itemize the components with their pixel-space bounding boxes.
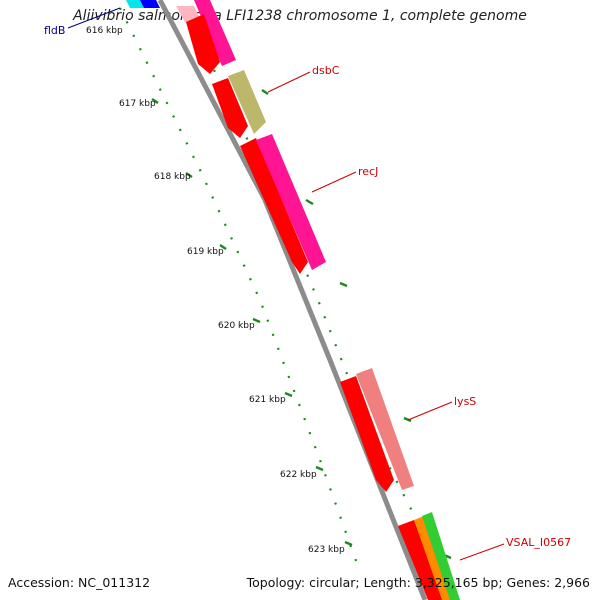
genome-backbone <box>157 0 428 600</box>
tick-label-619: 619 kbp <box>187 247 224 257</box>
ruler-tick <box>344 540 353 547</box>
tick-label-616: 616 kbp <box>86 26 123 36</box>
gene-label-recJ[interactable]: recJ <box>358 165 378 178</box>
gene-label-VSAL_I0567[interactable]: VSAL_I0567 <box>506 536 571 549</box>
gene-arrow-orange[interactable] <box>414 516 452 600</box>
gene-arrow-recJ[interactable] <box>256 134 326 270</box>
leader-fldB <box>67 7 121 29</box>
ruler-ticks <box>151 89 452 560</box>
tick-label-620: 620 kbp <box>218 321 255 331</box>
gene-arrow-lysS[interactable] <box>356 368 414 490</box>
gene-arrow-blue[interactable] <box>140 0 160 8</box>
ruler-tick <box>339 281 348 288</box>
leader-recJ <box>311 171 357 193</box>
gene-arrow-red-top[interactable] <box>186 14 220 74</box>
ruler-tick <box>305 198 314 206</box>
ruler-tick <box>284 391 293 398</box>
gene-features <box>126 0 460 600</box>
ruler-tick <box>252 317 261 324</box>
ruler-tick <box>261 89 269 95</box>
label-leaders <box>67 7 505 561</box>
gene-arrow-recJ-red[interactable] <box>240 138 308 274</box>
gene-label-dsbC[interactable]: dsbC <box>312 64 340 77</box>
leader-lysS <box>407 401 453 421</box>
gene-arrow-VSAL_I0567[interactable] <box>398 520 444 600</box>
genome-summary-text: Topology: circular; Length: 3,325,165 bp… <box>246 575 590 590</box>
tick-label-618: 618 kbp <box>154 172 191 182</box>
ruler-tick <box>151 98 159 104</box>
tick-label-617: 617 kbp <box>119 99 156 109</box>
ruler-tick-labels: 616 kbp 617 kbp 618 kbp 619 kbp 620 kbp … <box>86 26 345 555</box>
gene-label-fldB[interactable]: fldB <box>44 24 65 37</box>
leader-dsbC <box>267 71 311 93</box>
tick-label-623: 623 kbp <box>308 545 345 555</box>
tick-label-621: 621 kbp <box>249 395 286 405</box>
ruler-tick <box>315 465 324 472</box>
gene-labels: fldB dsbC recJ lysS VSAL_I0567 <box>44 24 571 549</box>
gene-arrow-dsbC-red[interactable] <box>212 78 248 138</box>
ruler-tick <box>185 172 193 178</box>
ruler-tick <box>219 244 227 250</box>
leader-VSAL_I0567 <box>459 543 505 561</box>
gene-arrow-dsbC[interactable] <box>228 70 266 134</box>
gene-arrow-green[interactable] <box>422 512 460 600</box>
gene-arrow-lysS-red[interactable] <box>340 376 394 492</box>
ruler-dotted-inner <box>119 7 362 573</box>
accession-text: Accession: NC_011312 <box>8 575 151 590</box>
tick-label-622: 622 kbp <box>280 470 317 480</box>
gene-label-lysS[interactable]: lysS <box>454 395 476 408</box>
ruler-tick <box>403 416 412 423</box>
